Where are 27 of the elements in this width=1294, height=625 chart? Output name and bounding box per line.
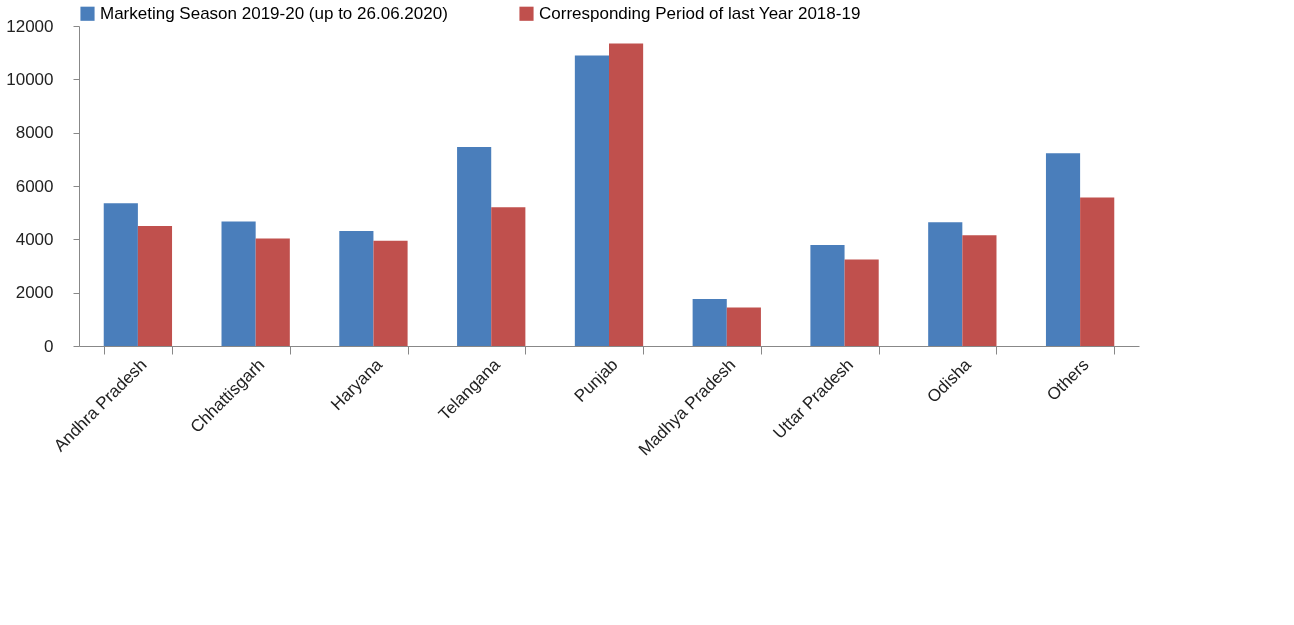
bar (457, 147, 492, 346)
bar (339, 231, 374, 346)
y-tick-label: 4000 (15, 229, 54, 249)
bar (491, 207, 526, 346)
bar (137, 226, 173, 346)
y-tick-label: 6000 (15, 176, 54, 196)
bar (574, 55, 609, 346)
y-tick-label: 12000 (6, 16, 54, 36)
bar (1080, 197, 1115, 346)
bar (726, 307, 761, 346)
y-tick-label: 2000 (15, 283, 54, 303)
bar (373, 240, 408, 346)
y-tick-label: 10000 (6, 69, 54, 89)
y-tick-label: 0 (44, 336, 54, 356)
bar (609, 43, 644, 346)
bar (928, 222, 963, 346)
y-tick-label: 8000 (15, 123, 54, 143)
legend-label: Marketing Season 2019-20 (up to 26.06.2020) (100, 3, 448, 23)
bar (255, 238, 290, 346)
bar (810, 244, 845, 346)
bar (692, 299, 727, 346)
bar (221, 221, 256, 346)
legend-label: Corresponding Period of last Year 2018-19 (539, 3, 861, 23)
bar (962, 235, 997, 346)
bar (844, 259, 879, 346)
bar (1045, 153, 1081, 346)
bar (103, 203, 138, 346)
